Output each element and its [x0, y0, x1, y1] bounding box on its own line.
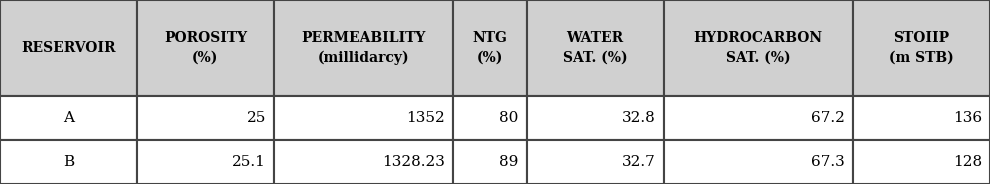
Text: A: A: [63, 111, 74, 125]
Bar: [853, 96, 990, 140]
Text: 67.2: 67.2: [811, 111, 845, 125]
Text: 32.7: 32.7: [622, 155, 655, 169]
Bar: [853, 0, 990, 96]
Bar: [274, 96, 452, 140]
Text: B: B: [63, 155, 74, 169]
Text: 32.8: 32.8: [622, 111, 655, 125]
Bar: [137, 140, 274, 184]
Text: 80: 80: [499, 111, 519, 125]
Bar: [452, 140, 527, 184]
Text: HYDROCARBON
SAT. (%): HYDROCARBON SAT. (%): [694, 31, 823, 65]
Bar: [0, 96, 137, 140]
Text: STOIIP
(m STB): STOIIP (m STB): [889, 31, 954, 65]
Text: 136: 136: [953, 111, 982, 125]
Bar: [0, 0, 137, 96]
Text: POROSITY
(%): POROSITY (%): [163, 31, 247, 65]
Text: RESERVOIR: RESERVOIR: [21, 41, 116, 55]
Bar: [527, 0, 663, 96]
Bar: [663, 96, 853, 140]
Text: WATER
SAT. (%): WATER SAT. (%): [562, 31, 628, 65]
Bar: [0, 140, 137, 184]
Bar: [274, 0, 452, 96]
Text: 67.3: 67.3: [812, 155, 845, 169]
Bar: [452, 0, 527, 96]
Text: 1352: 1352: [406, 111, 445, 125]
Text: NTG
(%): NTG (%): [472, 31, 507, 65]
Bar: [663, 140, 853, 184]
Bar: [663, 0, 853, 96]
Bar: [452, 96, 527, 140]
Text: 25: 25: [247, 111, 266, 125]
Bar: [137, 0, 274, 96]
Text: 89: 89: [499, 155, 519, 169]
Bar: [853, 140, 990, 184]
Text: 1328.23: 1328.23: [382, 155, 445, 169]
Text: 128: 128: [953, 155, 982, 169]
Bar: [274, 140, 452, 184]
Bar: [527, 140, 663, 184]
Text: 25.1: 25.1: [232, 155, 266, 169]
Text: PERMEABILITY
(millidarcy): PERMEABILITY (millidarcy): [301, 31, 426, 65]
Bar: [527, 96, 663, 140]
Bar: [137, 96, 274, 140]
